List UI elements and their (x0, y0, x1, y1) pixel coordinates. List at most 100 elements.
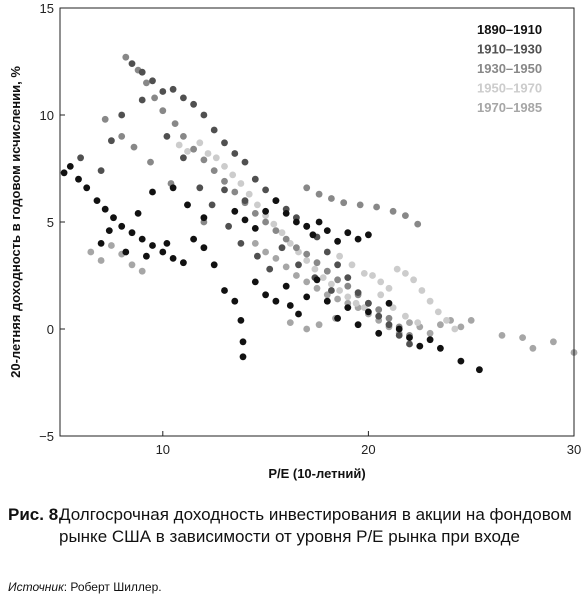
point-series-2-42 (241, 197, 249, 205)
point-series-4-34 (336, 252, 343, 260)
point-series-1-7 (118, 222, 126, 230)
point-series-3-26 (385, 314, 393, 322)
point-series-4-27 (402, 270, 409, 277)
point-series-2-23 (365, 299, 372, 307)
point-series-3-2 (143, 79, 150, 87)
point-series-1-6 (110, 214, 117, 222)
x-tick-label-30: 30 (567, 442, 581, 457)
point-series-1-36 (385, 299, 393, 307)
point-series-1-15 (200, 244, 208, 252)
point-series-1-35 (375, 329, 383, 337)
point-series-2-13 (262, 186, 269, 194)
point-series-3-15 (272, 227, 280, 235)
point-series-1-3 (83, 184, 91, 192)
point-series-1-55 (262, 207, 269, 215)
point-series-3-41 (147, 158, 154, 166)
point-series-3-31 (328, 195, 335, 202)
x-tick-label-10: 10 (156, 442, 170, 457)
point-series-1-53 (354, 235, 362, 243)
point-series-3-32 (340, 199, 348, 207)
point-series-3-8 (200, 156, 208, 164)
point-series-3-6 (180, 133, 187, 140)
point-series-5-30 (529, 344, 537, 352)
point-series-1-11 (159, 248, 167, 256)
y-tick-label--5: −5 (39, 429, 54, 444)
point-series-1-0 (60, 169, 68, 177)
point-series-1-46 (293, 218, 300, 226)
caption-text: Долгосрочная доходность инвестирования в… (59, 505, 572, 546)
point-series-2-24 (375, 312, 383, 320)
point-series-2-43 (278, 244, 286, 252)
point-series-2-31 (118, 111, 126, 119)
point-series-2-22 (354, 289, 362, 296)
point-series-3-3 (151, 94, 159, 102)
point-series-2-28 (77, 154, 84, 162)
point-series-1-13 (180, 259, 187, 267)
point-series-2-30 (108, 137, 115, 145)
point-series-1-54 (365, 231, 372, 239)
point-series-2-4 (169, 85, 177, 93)
point-series-4-9 (254, 201, 261, 209)
point-series-1-5 (101, 205, 109, 213)
point-series-4-30 (426, 297, 434, 305)
legend-entry-3: 1930–1950 (477, 61, 542, 76)
point-series-1-32 (344, 304, 352, 311)
point-series-1-61 (169, 184, 177, 192)
point-series-3-34 (373, 203, 380, 211)
point-series-1-62 (149, 188, 156, 196)
point-series-3-7 (190, 145, 198, 153)
scatter-chart: 10 20 30 −5 0 5 10 15 1890–1910 1910–1930 1930–19… (8, 1, 581, 481)
point-series-1-16 (210, 261, 218, 269)
point-series-1-64 (105, 227, 113, 235)
point-series-3-36 (402, 212, 409, 220)
point-series-5-31 (550, 338, 557, 346)
point-series-1-19 (237, 317, 245, 324)
point-series-4-12 (278, 229, 286, 237)
point-series-5-1 (97, 257, 105, 264)
point-series-1-41 (437, 344, 444, 352)
point-series-4-33 (451, 325, 459, 333)
legend-entry-4: 1950–1970 (477, 81, 542, 96)
point-series-4-13 (286, 240, 294, 247)
point-series-2-34 (180, 154, 187, 162)
point-series-1-2 (75, 175, 82, 183)
point-series-4-1 (184, 148, 191, 155)
ticks-layer: 10 20 30 −5 0 5 10 15 (39, 1, 581, 457)
point-series-5-28 (498, 332, 506, 339)
point-series-5-29 (519, 334, 526, 341)
point-series-1-22 (251, 278, 259, 286)
point-series-4-7 (237, 180, 245, 187)
point-series-3-21 (334, 276, 341, 284)
point-series-1-1 (66, 163, 74, 170)
figure-caption: Рис. 8. Долгосрочная доходность инвестир… (8, 504, 574, 548)
point-series-5-2 (108, 242, 115, 249)
point-series-4-35 (348, 261, 356, 269)
point-series-1-37 (395, 325, 403, 333)
source-text: : Роберт Шиллер. (63, 580, 162, 594)
point-series-2-12 (251, 175, 259, 183)
point-series-3-5 (171, 120, 179, 127)
point-series-1-18 (231, 297, 239, 305)
point-series-3-17 (293, 244, 300, 252)
point-series-4-39 (402, 312, 409, 320)
point-series-2-37 (225, 222, 233, 230)
point-series-5-21 (406, 319, 413, 326)
point-series-2-27 (406, 340, 413, 348)
point-series-3-14 (262, 218, 269, 226)
point-series-3-30 (315, 190, 323, 198)
point-series-1-68 (163, 240, 171, 247)
point-series-4-5 (221, 163, 228, 170)
point-series-2-39 (254, 252, 261, 260)
point-series-1-24 (272, 297, 280, 305)
point-series-4-36 (360, 270, 368, 277)
point-series-5-26 (457, 323, 465, 331)
point-series-2-0 (128, 60, 136, 67)
point-series-4-0 (175, 141, 183, 149)
point-series-4-29 (418, 287, 426, 294)
point-series-5-0 (87, 248, 95, 256)
point-series-2-11 (241, 158, 249, 166)
point-series-4-15 (303, 257, 311, 264)
point-series-3-13 (251, 210, 259, 217)
point-series-4-38 (389, 304, 397, 311)
point-series-3-37 (414, 220, 422, 228)
